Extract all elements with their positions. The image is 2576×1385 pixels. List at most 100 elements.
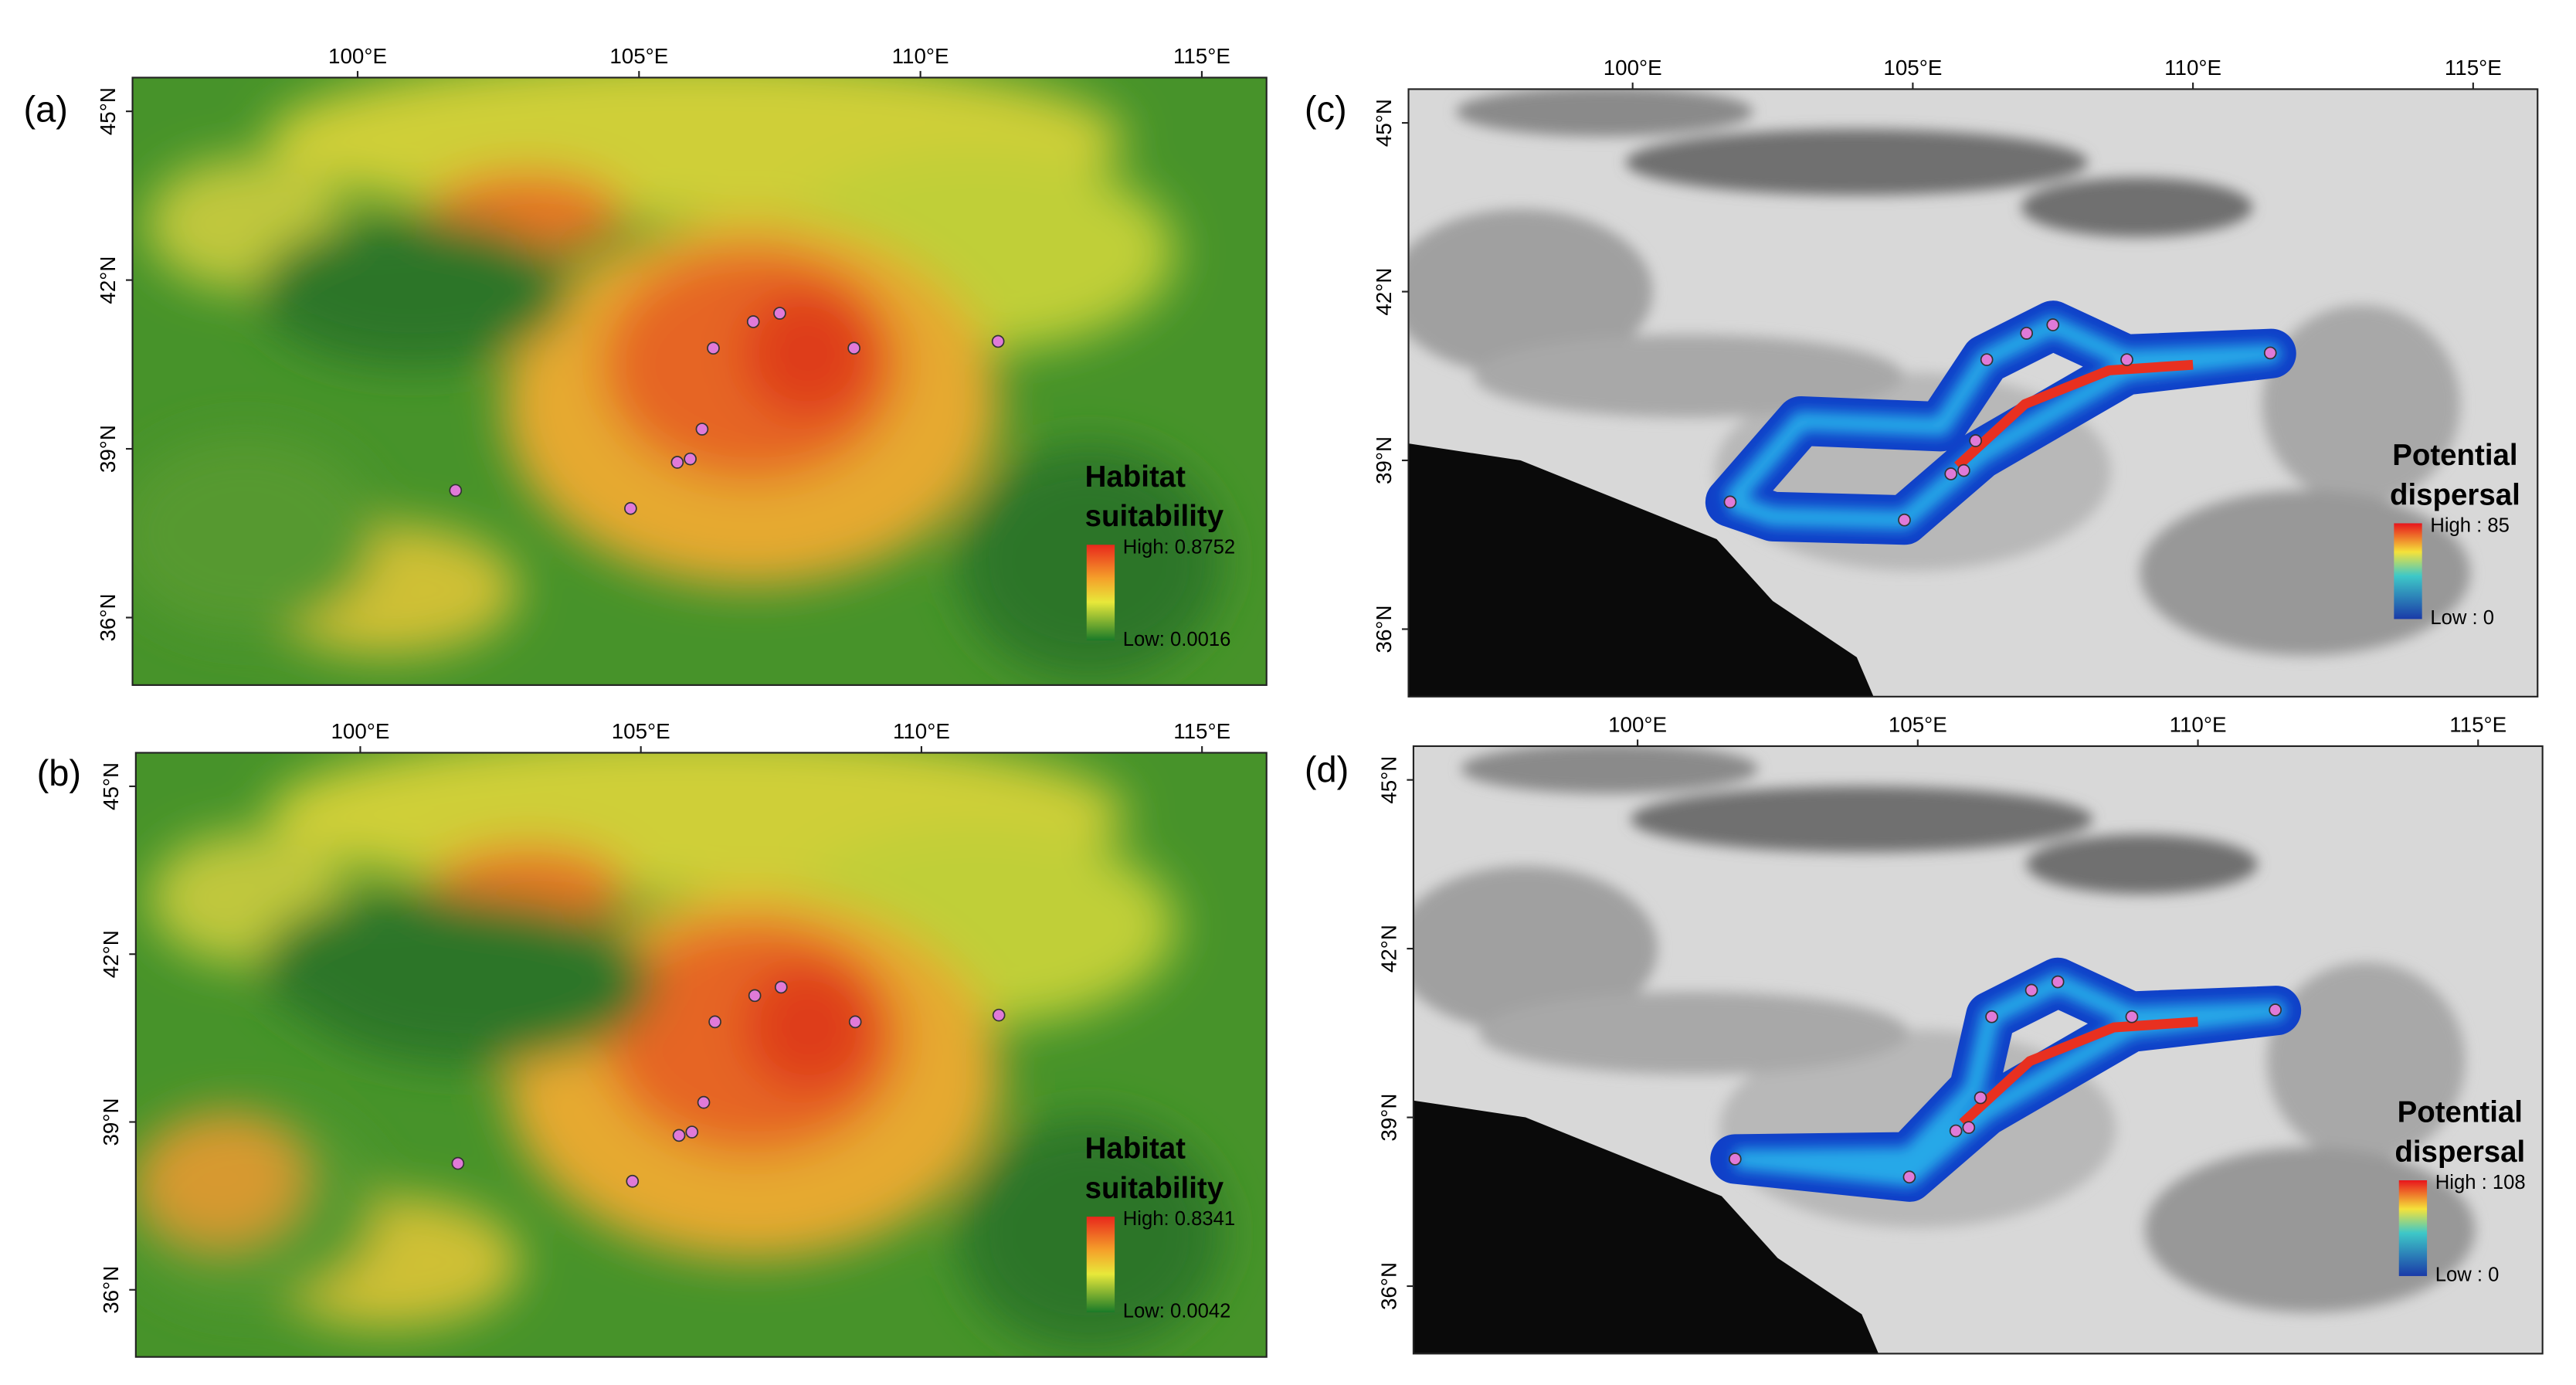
zone bbox=[1478, 991, 1909, 1074]
y-tick-label: 39°N bbox=[1372, 436, 1396, 484]
x-tick-label: 110°E bbox=[892, 44, 949, 68]
corridor-core bbox=[1959, 1017, 2198, 1127]
occurrence-point bbox=[697, 1095, 711, 1109]
occurrence-point bbox=[1902, 1170, 1916, 1184]
x-tick-label: 115°E bbox=[1173, 719, 1230, 743]
zone bbox=[1408, 209, 1653, 375]
occurrence-point bbox=[774, 980, 788, 994]
x-tick-label: 105°E bbox=[1883, 56, 1942, 80]
y-tick-label: 42°N bbox=[1376, 925, 1400, 973]
occurrence-point bbox=[626, 1174, 640, 1188]
texture bbox=[132, 77, 1267, 685]
map-background bbox=[132, 77, 1267, 685]
zone bbox=[1625, 129, 2089, 195]
map-panel: 100°E 105°E 110°E 115°E 36°N 39°N 42°N 45°N (c) P… bbox=[1305, 56, 2539, 698]
legend-low: Low : 0 bbox=[2430, 607, 2494, 629]
map-background bbox=[1408, 89, 2538, 697]
zone bbox=[2026, 834, 2258, 894]
x-tick-label: 100°E bbox=[1608, 713, 1667, 737]
occurrence-point bbox=[707, 341, 720, 355]
frame bbox=[1407, 88, 2539, 698]
zone bbox=[2266, 962, 2466, 1160]
y-tick-label: 42°N bbox=[96, 256, 120, 304]
panel-label: (c) bbox=[1305, 89, 1347, 130]
occurrence-point bbox=[672, 1129, 686, 1142]
occurrence-point bbox=[1898, 513, 1911, 527]
legend-high: High : 108 bbox=[2435, 1172, 2526, 1193]
y-tick-label: 36°N bbox=[99, 1266, 123, 1314]
zone bbox=[743, 960, 876, 1093]
legend-colorbar bbox=[2394, 523, 2422, 620]
occurrence-point bbox=[695, 423, 709, 436]
legend-low: Low: 0.0016 bbox=[1123, 629, 1231, 650]
legend-title: Potential bbox=[2398, 1096, 2523, 1129]
occurrence-point bbox=[748, 989, 762, 1003]
legend-colorbar bbox=[2398, 1180, 2428, 1276]
surface bbox=[135, 752, 1222, 1349]
zone bbox=[2262, 304, 2460, 504]
zone bbox=[1631, 786, 2093, 853]
zone bbox=[1413, 866, 1658, 1031]
high-plateau bbox=[1408, 443, 1874, 697]
legend-low: Low : 0 bbox=[2435, 1264, 2500, 1286]
occurrence-point bbox=[992, 1008, 1006, 1022]
legend-title: Habitat bbox=[1085, 460, 1186, 494]
frame bbox=[131, 76, 1268, 686]
y-tick-label: 36°N bbox=[96, 593, 120, 641]
y-tick-label: 45°N bbox=[1372, 99, 1396, 147]
occurrence-point bbox=[2051, 975, 2065, 989]
x-tick-label: 110°E bbox=[2164, 56, 2221, 80]
zone bbox=[132, 434, 378, 633]
x-tick-label: 100°E bbox=[331, 719, 389, 743]
y-tick-label: 39°N bbox=[99, 1098, 123, 1146]
legend-title: dispersal bbox=[2390, 478, 2520, 511]
occurrence-point bbox=[2120, 353, 2133, 366]
legend-title: suitability bbox=[1085, 500, 1224, 533]
panel-label: (b) bbox=[37, 752, 81, 793]
x-tick-label: 105°E bbox=[609, 44, 668, 68]
legend-colorbar bbox=[1086, 1217, 1115, 1312]
zone bbox=[1474, 334, 1904, 418]
x-tick-label: 105°E bbox=[612, 719, 670, 743]
x-tick-label: 115°E bbox=[2449, 713, 2506, 737]
x-tick-label: 110°E bbox=[893, 719, 950, 743]
zone bbox=[1461, 745, 1759, 794]
map-panel: 100°E 105°E 110°E 115°E 36°N 39°N 42°N 45°N (b) H… bbox=[37, 719, 1268, 1358]
occurrence-point bbox=[624, 501, 637, 515]
zone bbox=[2144, 1147, 2476, 1313]
legend-high: High : 85 bbox=[2430, 514, 2510, 536]
occurrence-point bbox=[991, 334, 1005, 348]
occurrence-point bbox=[2125, 1010, 2139, 1023]
frame bbox=[1412, 745, 2544, 1355]
occurrence-point bbox=[451, 1156, 465, 1170]
occurrence-point bbox=[2046, 318, 2060, 331]
occurrence-point bbox=[746, 315, 760, 328]
occurrence-point bbox=[2263, 346, 2277, 360]
y-tick-label: 42°N bbox=[99, 930, 123, 978]
zone bbox=[1456, 89, 1753, 137]
terrain bbox=[1413, 745, 2476, 1313]
surface bbox=[132, 77, 1222, 677]
high-plateau bbox=[1413, 1100, 1879, 1354]
legend-title: dispersal bbox=[2394, 1135, 2525, 1169]
y-tick-label: 42°N bbox=[1372, 268, 1396, 316]
y-tick-label: 39°N bbox=[1376, 1094, 1400, 1142]
zone bbox=[2140, 490, 2470, 656]
y-tick-label: 36°N bbox=[1372, 605, 1396, 653]
legend-high: High: 0.8341 bbox=[1123, 1208, 1235, 1230]
map-background bbox=[135, 752, 1267, 1357]
occurrence-point bbox=[684, 452, 697, 466]
occurrence-point bbox=[1944, 467, 1958, 480]
zone bbox=[256, 216, 571, 366]
occurrence-point bbox=[1962, 1121, 1976, 1134]
legend-title: Potential bbox=[2392, 439, 2517, 472]
occurrence-point bbox=[1723, 495, 1737, 509]
occurrence-point bbox=[670, 456, 684, 469]
occurrence-point bbox=[685, 1125, 699, 1139]
occurrence-point bbox=[847, 341, 860, 355]
zone bbox=[742, 287, 874, 419]
texture bbox=[135, 752, 1267, 1357]
map-background bbox=[1413, 745, 2543, 1354]
occurrence-point bbox=[1974, 1091, 1987, 1105]
zone bbox=[290, 899, 654, 1065]
